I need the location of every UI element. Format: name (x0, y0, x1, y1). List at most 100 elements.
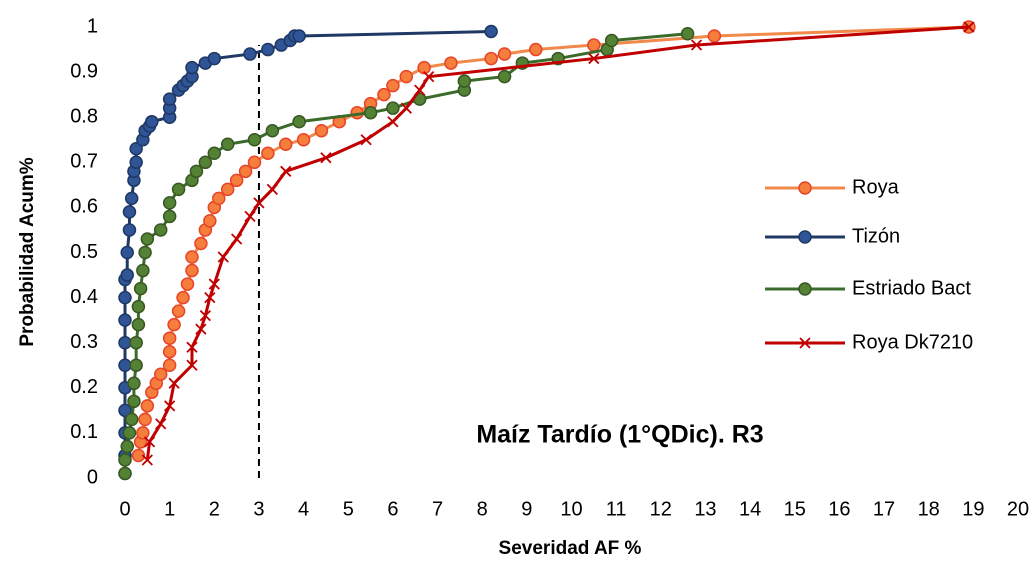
marker (162, 196, 177, 210)
x-tick-label: 8 (477, 498, 488, 520)
marker (208, 278, 220, 290)
y-axis-title: Probabilidad Acum% (17, 157, 38, 346)
x-tick-label: 6 (387, 498, 398, 520)
x-tick-label: 12 (650, 498, 672, 520)
legend-item: Roya Dk7210 (765, 331, 973, 353)
marker (162, 358, 177, 372)
x-tick-label: 2 (209, 498, 220, 520)
series (118, 27, 695, 481)
marker (292, 29, 306, 43)
marker (529, 42, 543, 57)
marker (136, 263, 150, 278)
marker (189, 164, 204, 179)
marker (363, 105, 378, 120)
legend-marker (798, 181, 812, 195)
marker (131, 317, 146, 332)
marker (120, 245, 134, 260)
marker (320, 152, 332, 164)
marker (185, 250, 199, 264)
marker (176, 290, 190, 305)
marker (155, 418, 167, 430)
marker (129, 335, 143, 350)
marker (118, 453, 132, 467)
y-tick-label: 0.4 (70, 286, 98, 308)
marker (167, 317, 181, 332)
marker (118, 466, 132, 481)
x-tick-label: 9 (521, 498, 532, 520)
series (131, 20, 976, 463)
legend-label: Roya (852, 176, 900, 198)
marker (707, 29, 722, 43)
marker (143, 436, 156, 448)
marker (131, 448, 146, 463)
marker (690, 39, 703, 51)
y-tick-label: 0 (87, 466, 98, 488)
marker (162, 331, 177, 345)
marker (387, 116, 399, 128)
marker (292, 114, 306, 129)
x-tick-label: 0 (119, 498, 130, 520)
marker (253, 197, 265, 209)
marker (168, 377, 180, 389)
marker (118, 403, 132, 418)
marker (247, 155, 262, 170)
marker (127, 376, 141, 391)
legend-marker (799, 337, 811, 349)
marker (220, 182, 235, 197)
series-line (145, 25, 969, 461)
marker (400, 102, 412, 114)
series-line (123, 30, 492, 474)
marker (604, 33, 619, 48)
marker (212, 191, 226, 206)
y-tick-label: 0.5 (70, 241, 98, 263)
marker (186, 341, 198, 353)
x-tick-label: 19 (962, 498, 984, 520)
x-tick-label: 14 (739, 498, 761, 520)
legend-marker (798, 282, 812, 296)
y-tick-label: 0.9 (70, 60, 98, 82)
marker (153, 367, 168, 382)
marker (171, 182, 186, 197)
marker (124, 191, 139, 206)
marker (131, 299, 146, 314)
marker (484, 24, 498, 39)
marker (162, 92, 177, 106)
marker (588, 52, 600, 65)
x-tick-label: 4 (298, 498, 309, 520)
marker (217, 251, 229, 263)
marker (296, 133, 311, 147)
marker (118, 313, 132, 327)
series-line (123, 32, 688, 474)
marker (127, 394, 141, 409)
marker (261, 42, 275, 57)
marker (122, 223, 137, 237)
marker (145, 114, 159, 129)
x-tick-label: 1 (164, 498, 175, 520)
x-tick-label: 7 (432, 498, 443, 520)
marker (129, 358, 143, 372)
marker (377, 87, 391, 102)
marker (186, 359, 198, 371)
marker (136, 426, 150, 440)
legend-item: Estriado Bact (765, 277, 971, 299)
legend-marker (798, 230, 812, 244)
marker (138, 412, 152, 427)
marker (497, 47, 512, 61)
marker (417, 60, 431, 75)
marker (386, 78, 400, 93)
marker (129, 142, 143, 156)
marker (138, 245, 152, 260)
marker (497, 69, 512, 84)
marker (229, 173, 244, 188)
legend-label: Tizón (852, 225, 900, 247)
x-tick-label: 11 (606, 498, 627, 520)
y-tick-label: 0.2 (70, 376, 98, 398)
marker (124, 412, 139, 427)
y-tick-label: 0.8 (70, 105, 98, 127)
annotation: Maíz Tardío (1°QDic). R3 (476, 421, 763, 449)
marker (141, 454, 153, 466)
marker (266, 183, 278, 195)
y-tick-label: 0.6 (70, 196, 98, 218)
marker (230, 233, 243, 245)
